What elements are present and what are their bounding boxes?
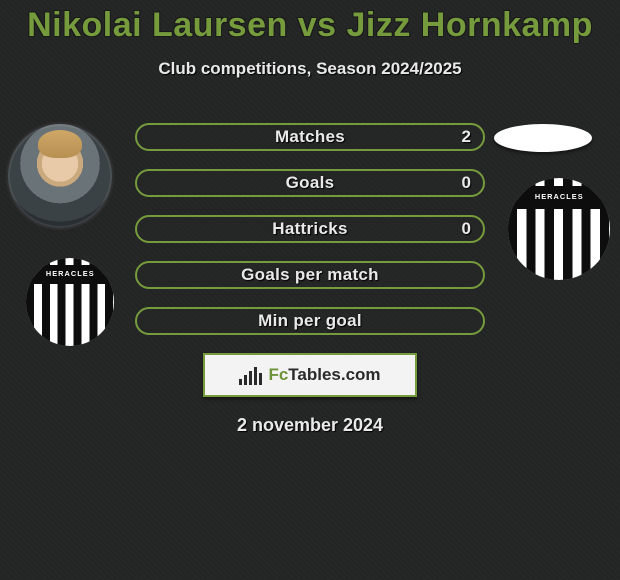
fctables-logo: FcTables.com (203, 353, 417, 397)
stat-value-left: 0 (462, 171, 471, 195)
player-left-avatar (8, 124, 112, 228)
stat-row-hattricks: Hattricks 0 (135, 215, 485, 243)
stat-label: Matches (275, 127, 345, 147)
club-crest-left: HERACLES (26, 258, 114, 346)
player-right-avatar (494, 124, 592, 152)
stat-value-left: 2 (462, 125, 471, 149)
logo-text: FcTables.com (268, 365, 380, 385)
crest-text: HERACLES (46, 271, 95, 278)
stat-row-matches: Matches 2 (135, 123, 485, 151)
stat-row-goals-per-match: Goals per match (135, 261, 485, 289)
stat-label: Goals (286, 173, 335, 193)
subtitle: Club competitions, Season 2024/2025 (0, 59, 620, 79)
chart-icon (239, 365, 262, 385)
date-text: 2 november 2024 (0, 415, 620, 436)
club-crest-right: HERACLES (508, 178, 610, 280)
stat-row-min-per-goal: Min per goal (135, 307, 485, 335)
page-title: Nikolai Laursen vs Jizz Hornkamp (0, 0, 620, 45)
stat-label: Goals per match (241, 265, 379, 285)
crest-text: HERACLES (535, 194, 584, 201)
stat-value-left: 0 (462, 217, 471, 241)
stat-label: Hattricks (272, 219, 347, 239)
stat-row-goals: Goals 0 (135, 169, 485, 197)
stat-label: Min per goal (258, 311, 362, 331)
